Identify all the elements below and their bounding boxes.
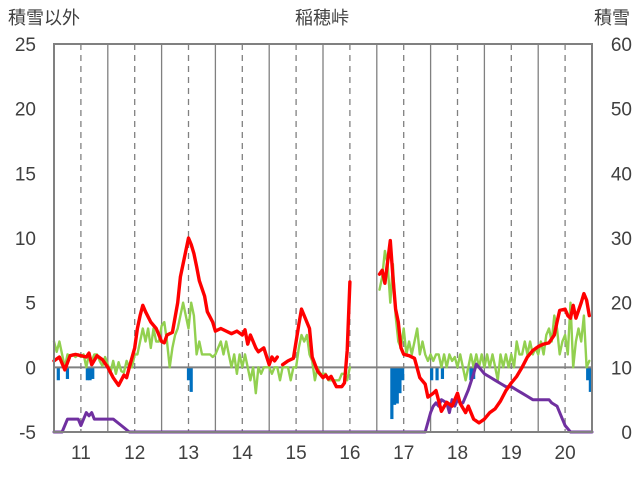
left-axis-title: 積雪以外: [8, 8, 80, 29]
bar: [469, 367, 473, 381]
x-tick-label: 15: [286, 443, 307, 464]
bar: [85, 367, 89, 381]
y-right-tick-label: 0: [621, 423, 632, 444]
bar-series: [56, 367, 592, 420]
bar: [88, 367, 92, 381]
y-right-tick-label: 60: [611, 35, 632, 56]
series-line-red: [52, 236, 591, 425]
right-axis-title: 積雪: [594, 8, 630, 29]
tick-labels: -5 0 5 10 15 20 25 0 10 20 30 40 50 60 11 12 13 14 15 16 17 1…: [15, 35, 632, 464]
x-tick-label: 13: [178, 443, 199, 464]
bar: [189, 367, 193, 392]
line-series: [52, 236, 594, 434]
y-left-tick-label: 25: [15, 35, 36, 56]
bar: [392, 367, 397, 405]
plot-frame: [53, 43, 593, 433]
chart-title: 稲穂峠: [295, 8, 349, 29]
y-left-tick-label: 0: [25, 358, 36, 379]
x-tick-label: 12: [124, 443, 145, 464]
x-tick-label: 18: [447, 443, 468, 464]
y-left-tick-label: 20: [15, 100, 36, 121]
bar: [440, 367, 445, 379]
bar: [435, 367, 439, 381]
x-tick-label: 17: [393, 443, 414, 464]
y-right-tick-label: 40: [611, 164, 632, 185]
x-tick-label: 16: [339, 443, 360, 464]
bar: [186, 367, 191, 381]
y-left-tick-label: 5: [25, 294, 36, 315]
bar: [588, 367, 592, 392]
y-right-tick-label: 30: [611, 229, 632, 250]
y-right-tick-label: 10: [611, 358, 632, 379]
bar: [390, 367, 394, 420]
bar: [65, 367, 70, 379]
y-left-tick-label: 10: [15, 229, 36, 250]
bar: [398, 367, 402, 394]
x-tick-label: 19: [501, 443, 522, 464]
bar: [430, 367, 434, 381]
bar: [586, 367, 590, 381]
bar: [395, 367, 399, 404]
x-tick-label: 11: [71, 443, 91, 464]
x-tick-label: 14: [232, 443, 254, 464]
bar: [91, 367, 95, 379]
y-right-tick-label: 50: [611, 100, 632, 121]
bar: [401, 367, 405, 381]
y-left-tick-label: 15: [15, 164, 36, 185]
y-right-tick-label: 20: [611, 294, 632, 315]
plot-border: [53, 43, 593, 433]
bar: [56, 367, 60, 381]
x-tick-label: 20: [555, 443, 576, 464]
y-left-tick-label: -5: [19, 423, 36, 444]
series-line-purple: [52, 362, 594, 434]
